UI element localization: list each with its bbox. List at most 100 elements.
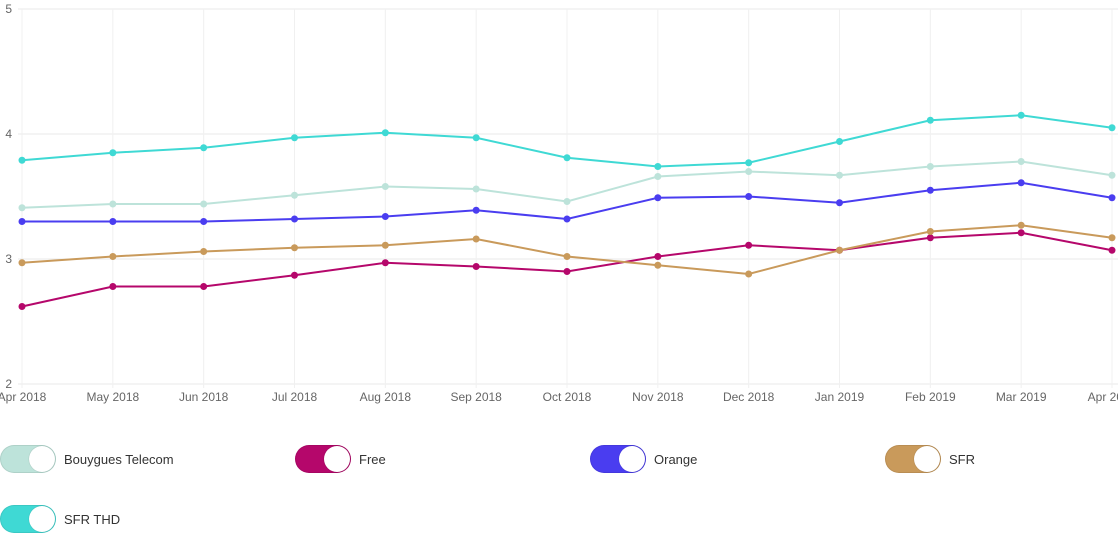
x-tick-label: Dec 2018 [723,390,775,404]
data-point [109,218,117,225]
data-point [654,261,662,269]
data-point [926,186,934,194]
x-tick-label: Feb 2019 [905,390,956,404]
x-tick-label: Jun 2018 [179,390,229,404]
toggle-switch[interactable] [0,505,56,533]
legend-toggle[interactable]: SFR THD [0,505,120,533]
data-point [836,171,843,179]
data-point [472,263,480,270]
data-point [381,183,389,190]
data-point [926,234,934,242]
data-point [1108,171,1116,179]
data-point [200,283,208,290]
data-point [291,191,298,199]
data-point [654,163,662,170]
legend-toggle[interactable]: Orange [590,445,697,473]
data-point [291,244,298,252]
data-point [18,259,26,267]
x-tick-label: Apr 2018 [0,390,47,404]
data-point [200,218,208,225]
data-point [18,218,26,225]
x-tick-label: Mar 2019 [996,390,1047,404]
data-point [563,215,571,223]
legend-label: Bouygues Telecom [64,451,174,467]
data-point [563,154,571,162]
data-point [654,173,662,180]
data-point [836,199,843,207]
data-point [745,193,753,200]
data-point [472,185,480,193]
legend-toggle[interactable]: Bouygues Telecom [0,445,174,473]
data-point [1017,229,1025,237]
data-point [18,303,26,310]
legend-toggle[interactable]: Free [295,445,386,473]
data-point [836,246,843,254]
toggle-switch[interactable] [295,445,351,473]
y-tick-label: 2 [5,377,12,391]
data-point [291,215,298,223]
data-point [654,253,662,260]
data-point [1017,111,1025,119]
data-point [472,235,480,243]
toggle-knob [324,446,350,472]
toggle-switch[interactable] [0,445,56,473]
line-chart: 2 3 4 5 Apr 2018 May 2018 Jun 2018 Jul 2018 Aug … [0,2,1118,404]
data-point [381,213,389,220]
data-point [563,253,571,260]
x-tick-label: Oct 2018 [543,390,592,404]
x-tick-label: Aug 2018 [360,390,412,404]
toggle-knob [619,446,645,472]
data-point [654,194,662,202]
data-point [200,144,208,152]
data-point [926,228,934,235]
legend-toggle[interactable]: SFR [885,445,975,473]
y-tick-label: 5 [5,2,12,16]
data-point [381,241,389,249]
x-tick-label: Nov 2018 [632,390,684,404]
data-point [109,149,117,157]
data-point [109,283,117,290]
data-point [836,138,843,145]
toggle-knob [914,446,940,472]
toggle-knob [29,506,55,532]
data-point [291,134,298,142]
x-tick-label: Apr 2019 [1088,390,1118,404]
x-tick-label: Sep 2018 [450,390,502,404]
data-point [1108,234,1116,242]
data-point [381,259,389,267]
data-point [1108,246,1116,254]
x-tick-label: May 2018 [86,390,139,404]
x-tick-label: Jul 2018 [272,390,318,404]
data-point [1017,179,1025,187]
data-point [1108,194,1116,202]
data-point [200,248,208,255]
legend-label: SFR THD [64,511,121,527]
legend-label: Free [359,451,386,467]
y-tick-label: 4 [5,127,12,141]
data-point [745,159,753,167]
data-point [745,168,753,175]
data-point [18,204,26,212]
data-point [1017,158,1025,165]
data-point [109,253,117,260]
data-point [18,156,26,164]
x-tick-label: Jan 2019 [815,390,865,404]
data-point [1108,124,1116,132]
data-point [926,116,934,124]
toggle-switch[interactable] [590,445,646,473]
data-point [745,241,753,249]
data-point [109,200,117,208]
toggle-knob [29,446,55,472]
data-point [563,268,571,275]
data-point [200,200,208,208]
data-point [381,129,389,137]
data-point [563,198,571,205]
legend-label: SFR [949,451,975,467]
data-point [1017,221,1025,229]
data-point [472,206,480,214]
data-point [926,163,934,170]
data-point [291,271,298,279]
toggle-switch[interactable] [885,445,941,473]
data-point [745,270,753,278]
data-point [472,134,480,142]
